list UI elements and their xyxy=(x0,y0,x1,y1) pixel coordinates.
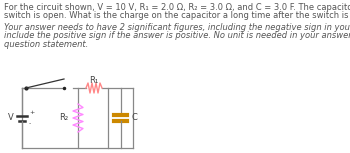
Text: R₂: R₂ xyxy=(59,114,68,123)
Text: -: - xyxy=(29,121,31,127)
Text: C: C xyxy=(131,114,137,123)
Text: R₁: R₁ xyxy=(89,76,99,85)
Text: Your answer needs to have 2 significant figures, including the negative sign in : Your answer needs to have 2 significant … xyxy=(4,23,350,32)
Text: +: + xyxy=(29,110,34,114)
Text: For the circuit shown, V = 10 V, R₁ = 2.0 Ω, R₂ = 3.0 Ω, and C = 3.0 F. The capa: For the circuit shown, V = 10 V, R₁ = 2.… xyxy=(4,3,350,12)
Text: question statement.: question statement. xyxy=(4,40,88,49)
Text: include the positive sign if the answer is positive. No unit is needed in your a: include the positive sign if the answer … xyxy=(4,32,350,41)
Text: switch is open. What is the charge on the capacitor a long time after the switch: switch is open. What is the charge on th… xyxy=(4,11,350,21)
Text: V: V xyxy=(8,114,14,123)
